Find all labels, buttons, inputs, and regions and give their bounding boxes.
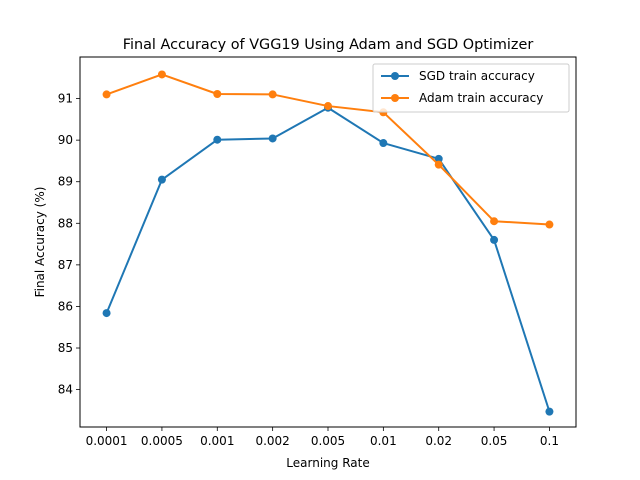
x-axis: 0.0001 0.0005 0.001 0.002 0.005 0.01 0.02 0.05 0… [86,427,559,448]
legend-label: Adam train accuracy [419,91,543,105]
y-tick-label: 89 [58,175,73,189]
plot-area [102,70,554,416]
data-point [490,235,499,244]
y-axis: 84 85 86 87 88 89 90 91 [58,92,80,397]
x-tick-label: 0.01 [370,434,397,448]
x-axis-label: Learning Rate [286,456,369,470]
data-point [268,90,277,99]
data-point [102,90,111,99]
x-tick-label: 0.02 [425,434,452,448]
x-tick-label: 0.005 [311,434,345,448]
data-point [545,407,554,416]
data-point [434,154,443,163]
y-tick-label: 86 [58,299,73,313]
y-tick-label: 90 [58,133,73,147]
series-line-0 [105,106,551,412]
data-point [324,102,332,111]
legend-box [372,63,570,113]
legend-label: SGD train accuracy [419,69,535,83]
legend: SGD train accuracy Adam train accuracy [372,63,570,113]
data-point [213,135,222,144]
data-point [490,217,499,226]
data-point [157,175,166,184]
y-tick-label: 91 [58,92,73,106]
chart-title: Final Accuracy of VGG19 Using Adam and S… [123,37,534,53]
x-tick-label: 0.001 [200,434,234,448]
x-tick-label: 0.05 [481,434,508,448]
data-point [545,220,554,229]
data-point [268,134,277,143]
x-tick-label: 0.0001 [86,434,128,448]
y-tick-label: 87 [58,258,73,272]
y-tick-label: 84 [58,383,73,397]
x-tick-label: 0.0005 [141,434,183,448]
legend-swatch-marker [391,72,399,80]
y-tick-label: 88 [58,216,73,230]
data-point [157,70,166,79]
y-tick-label: 85 [58,341,73,355]
x-tick-label: 0.002 [255,434,289,448]
data-point [213,90,222,98]
data-point [102,309,111,318]
data-point [434,160,443,169]
data-point [379,139,388,148]
y-axis-label: Final Accuracy (%) [33,187,47,298]
legend-swatch-marker [391,94,399,102]
x-tick-label: 0.1 [540,434,559,448]
